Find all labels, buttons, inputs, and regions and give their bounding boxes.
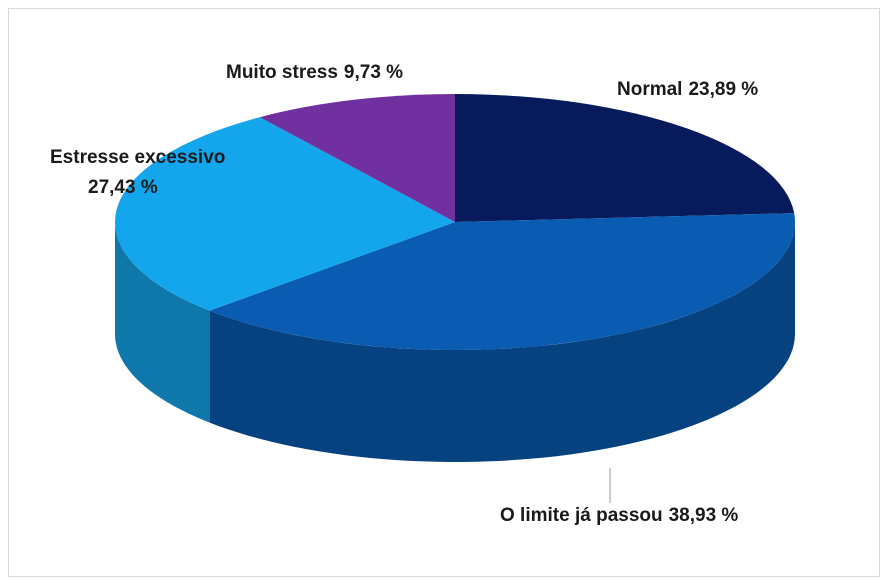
label-value: 27,43 % xyxy=(88,177,158,198)
slice xyxy=(209,213,795,351)
labels: Normal 23,89 % O limite já passou 38,93 % Es… xyxy=(50,62,758,526)
slice xyxy=(114,117,455,311)
label-name: Muito stress xyxy=(226,62,338,83)
data-label: Normal 23,89 % xyxy=(617,79,758,100)
slice-side xyxy=(115,222,210,423)
label-value: 38,93 % xyxy=(669,505,739,526)
label-value: 9,73 % xyxy=(344,62,403,83)
slice-side xyxy=(209,222,796,462)
pie-sides xyxy=(115,222,796,462)
label-name: Normal xyxy=(617,79,682,100)
label-name: O limite já passou xyxy=(500,505,663,526)
data-label: Estresse excessivo 27,43 % xyxy=(50,147,225,198)
slice xyxy=(259,94,455,222)
data-label: Muito stress 9,73 % xyxy=(226,62,403,83)
label-value: 23,89 % xyxy=(688,79,758,100)
slice xyxy=(455,94,795,222)
pie-tops xyxy=(114,94,795,351)
label-name: Estresse excessivo xyxy=(50,147,225,168)
data-label: O limite já passou 38,93 % xyxy=(500,505,738,526)
